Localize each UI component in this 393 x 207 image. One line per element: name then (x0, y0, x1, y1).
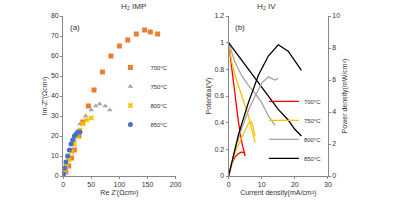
svg-text:60: 60 (51, 52, 59, 59)
svg-text:150: 150 (142, 181, 154, 188)
svg-text:50: 50 (87, 181, 95, 188)
svg-text:30: 30 (51, 112, 59, 119)
svg-text:(a): (a) (70, 23, 80, 32)
svg-text:700°C: 700°C (150, 65, 167, 71)
svg-text:700°C: 700°C (304, 99, 321, 105)
svg-text:1: 1 (220, 39, 224, 46)
svg-text:800°C: 800°C (150, 103, 167, 109)
svg-text:0.2: 0.2 (214, 146, 224, 153)
svg-text:0.4: 0.4 (214, 119, 224, 126)
svg-text:0.8: 0.8 (214, 66, 224, 73)
svg-text:H₂ IMP: H₂ IMP (121, 2, 146, 11)
svg-text:4: 4 (332, 108, 336, 115)
svg-text:0: 0 (332, 172, 336, 179)
svg-text:10: 10 (51, 152, 59, 159)
svg-text:(b): (b) (235, 23, 245, 32)
svg-text:850°C: 850°C (150, 122, 167, 128)
svg-text:750°C: 750°C (150, 84, 167, 90)
svg-text:50: 50 (51, 72, 59, 79)
svg-text:10: 10 (332, 12, 340, 19)
svg-text:20: 20 (291, 181, 299, 188)
svg-text:8: 8 (332, 44, 336, 51)
svg-text:800°C: 800°C (304, 137, 321, 143)
svg-text:70: 70 (51, 32, 59, 39)
svg-text:30: 30 (324, 181, 332, 188)
svg-text:Im-Z''(Ωcm²): Im-Z''(Ωcm²) (41, 77, 49, 116)
svg-text:Current density(mA/cm²): Current density(mA/cm²) (240, 189, 316, 197)
svg-text:0: 0 (220, 172, 224, 179)
svg-text:H₂ IV: H₂ IV (257, 2, 276, 11)
svg-text:80: 80 (51, 12, 59, 19)
svg-text:Re Z'(Ωcm²): Re Z'(Ωcm²) (100, 189, 138, 197)
svg-text:Power density(mW/cm²): Power density(mW/cm²) (341, 59, 349, 134)
svg-text:850°C: 850°C (304, 156, 321, 162)
svg-text:0: 0 (61, 181, 65, 188)
svg-text:0: 0 (55, 172, 59, 179)
svg-text:100: 100 (114, 181, 126, 188)
svg-text:40: 40 (51, 92, 59, 99)
svg-text:0.6: 0.6 (214, 92, 224, 99)
svg-text:Potential(V): Potential(V) (205, 78, 213, 115)
svg-text:10: 10 (258, 181, 266, 188)
svg-text:6: 6 (332, 76, 336, 83)
svg-text:1.2: 1.2 (214, 12, 224, 19)
svg-text:750°C: 750°C (304, 118, 321, 124)
svg-text:2: 2 (332, 140, 336, 147)
svg-text:200: 200 (170, 181, 182, 188)
svg-text:20: 20 (51, 132, 59, 139)
svg-text:0: 0 (227, 181, 231, 188)
